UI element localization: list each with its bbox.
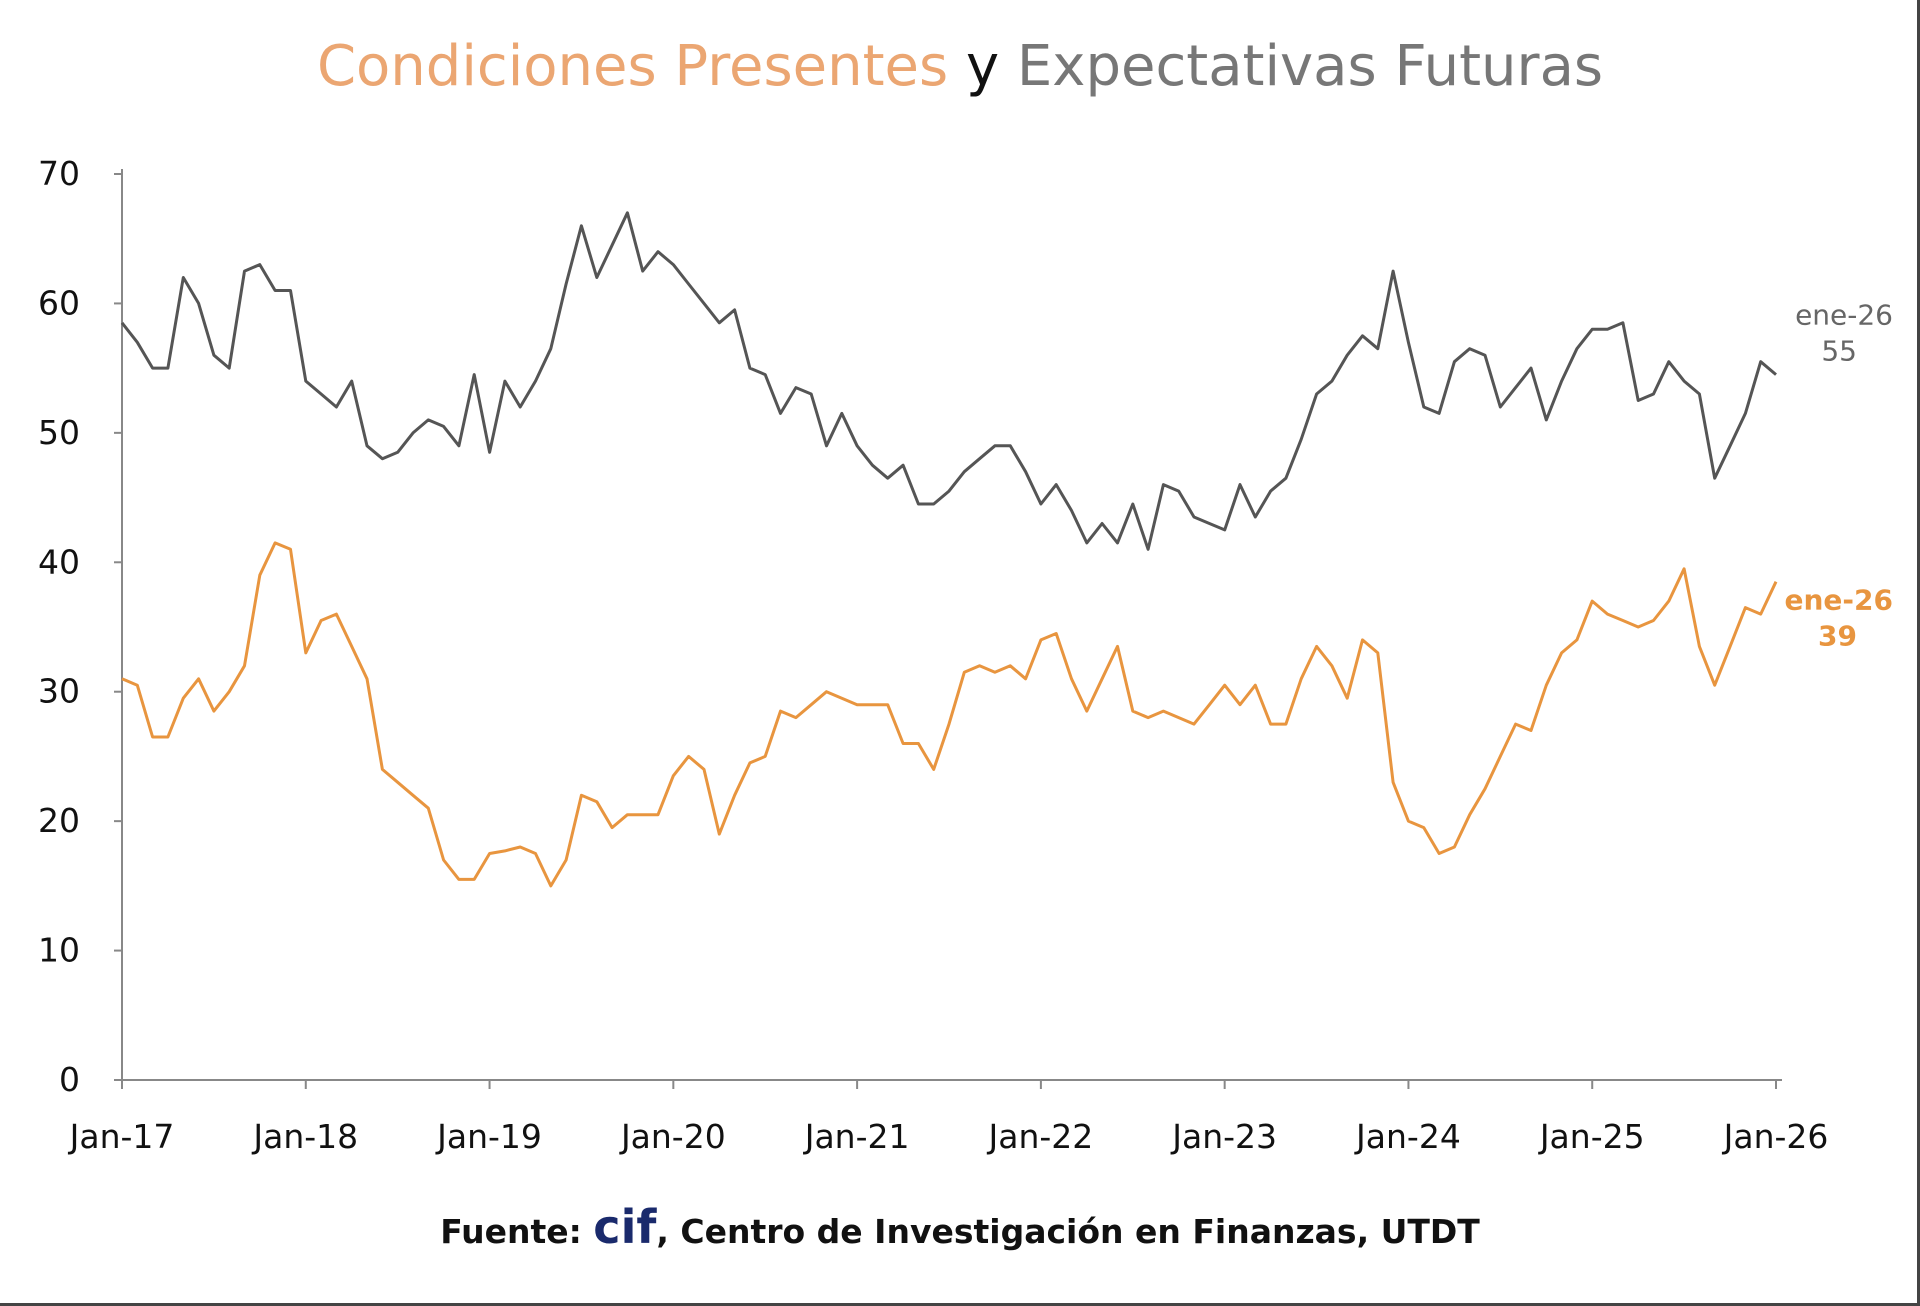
x-tick-label: Jan-21 [803, 1117, 910, 1156]
y-tick-label: 70 [38, 154, 80, 193]
footer-source: Fuente: cif, Centro de Investigación en … [440, 1200, 1480, 1254]
x-tick-label: Jan-20 [619, 1117, 726, 1156]
title-condiciones: Condiciones Presentes [317, 34, 948, 99]
x-tick-label: Jan-23 [1170, 1117, 1277, 1156]
annotation-date: ene-26 [1785, 584, 1894, 617]
series-line-condiciones [121, 541, 1778, 888]
y-tick-label: 20 [38, 801, 80, 840]
x-tick-label: Jan-26 [1722, 1117, 1829, 1156]
y-tick-label: 50 [38, 413, 80, 452]
y-tick-label: 0 [59, 1060, 80, 1099]
annotation-date: ene-26 [1795, 299, 1893, 332]
title-expectativas: Expectativas Futuras [1017, 34, 1603, 99]
footer-text: , Centro de Investigación en Finanzas, U… [656, 1212, 1480, 1251]
y-tick-label: 40 [38, 542, 80, 581]
x-tick-label: Jan-18 [251, 1117, 358, 1156]
x-tick-label: Jan-22 [986, 1117, 1093, 1156]
x-tick-label: Jan-25 [1538, 1117, 1645, 1156]
x-tick-label: Jan-24 [1354, 1117, 1461, 1156]
title-y: y [948, 34, 1017, 99]
annotation-value: 39 [1818, 620, 1857, 653]
annotation-value: 55 [1821, 335, 1857, 368]
cif-logo: cif [593, 1200, 657, 1254]
y-tick-label: 60 [38, 283, 80, 322]
chart-title: Condiciones Presentes y Expectativas Fut… [317, 34, 1603, 99]
y-tick-label: 10 [38, 931, 80, 970]
series-line-expectativas [120, 211, 1777, 551]
x-tick-label: Jan-19 [435, 1117, 542, 1156]
y-tick-label: 30 [38, 672, 80, 711]
series-lines [120, 211, 1778, 888]
axes: 0 10 20 30 40 50 60 70 Jan-17 Jan-18 Jan-19 Jan-20 J… [38, 154, 1828, 1156]
footer-prefix: Fuente: [440, 1212, 593, 1251]
x-tick-label: Jan-17 [68, 1117, 175, 1156]
